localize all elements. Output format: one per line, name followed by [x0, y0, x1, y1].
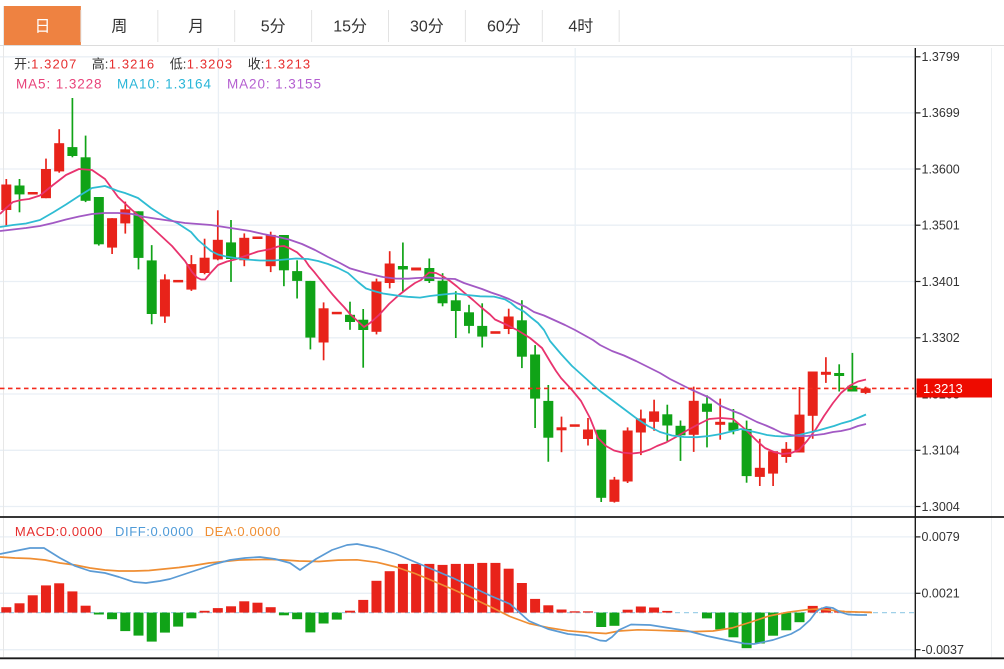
svg-text:DIFF:0.0000: DIFF:0.0000	[115, 524, 194, 539]
svg-text:1.3213: 1.3213	[923, 381, 963, 396]
svg-text:1.3401: 1.3401	[922, 275, 960, 289]
svg-text:-0.0037: -0.0037	[922, 643, 964, 657]
svg-text:日: 日	[34, 19, 50, 36]
svg-text:1.3203: 1.3203	[187, 57, 233, 72]
svg-text:月: 月	[188, 19, 204, 36]
svg-text:15分: 15分	[333, 18, 367, 36]
svg-text:1.3501: 1.3501	[922, 219, 960, 233]
svg-text:0.0079: 0.0079	[922, 530, 960, 544]
svg-text:60分: 60分	[487, 18, 521, 36]
svg-text:4时: 4时	[568, 18, 593, 36]
svg-text:DEA:0.0000: DEA:0.0000	[205, 524, 281, 539]
svg-text:1.3799: 1.3799	[922, 50, 960, 64]
svg-text:MA20: 1.3155: MA20: 1.3155	[227, 76, 322, 91]
svg-text:30分: 30分	[410, 18, 444, 36]
svg-text:周: 周	[111, 19, 127, 36]
svg-text:低:: 低:	[170, 57, 187, 72]
svg-text:MA5: 1.3228: MA5: 1.3228	[16, 76, 102, 91]
svg-text:5分: 5分	[261, 18, 286, 36]
svg-text:MACD:0.0000: MACD:0.0000	[15, 524, 103, 539]
svg-text:0.0021: 0.0021	[922, 587, 960, 601]
svg-text:1.3213: 1.3213	[265, 57, 311, 72]
svg-text:1.3216: 1.3216	[109, 57, 155, 72]
svg-text:开:: 开:	[14, 57, 31, 72]
svg-text:1.3104: 1.3104	[922, 444, 960, 458]
svg-text:1.3004: 1.3004	[922, 500, 960, 514]
svg-text:1.3207: 1.3207	[31, 57, 77, 72]
svg-text:1.3600: 1.3600	[922, 162, 960, 176]
svg-text:MA10: 1.3164: MA10: 1.3164	[117, 76, 212, 91]
svg-text:高:: 高:	[92, 57, 109, 72]
svg-text:收:: 收:	[248, 57, 265, 72]
svg-text:1.3302: 1.3302	[922, 331, 960, 345]
svg-text:1.3699: 1.3699	[922, 106, 960, 120]
